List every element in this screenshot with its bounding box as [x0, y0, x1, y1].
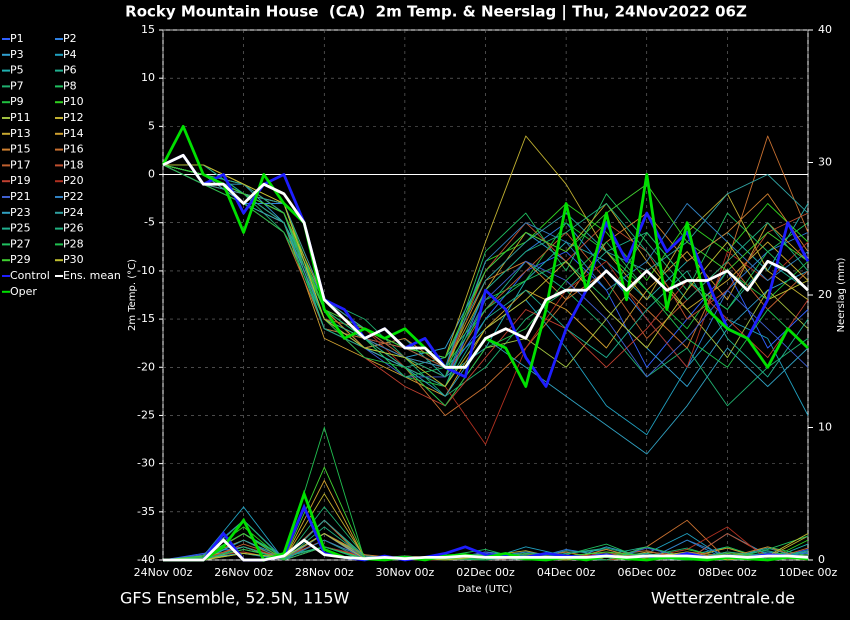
x-tick-label: 08Dec 00z	[698, 566, 757, 579]
legend-label: P30	[63, 253, 84, 266]
source-right: Wetterzentrale.de	[651, 589, 795, 608]
legend-label: Ens. mean	[63, 269, 121, 282]
legend-label: Oper	[10, 285, 37, 298]
temp-line	[162, 164, 809, 407]
x-tick-label: 06Dec 00z	[617, 566, 676, 579]
y-tick-label: -35	[137, 505, 155, 518]
legend-label: P20	[63, 174, 84, 187]
legend-label: P21	[10, 190, 31, 203]
legend-label: P27	[10, 237, 31, 250]
y-tick-label: -10	[137, 264, 155, 277]
y-tick-label: -30	[137, 457, 155, 470]
x-tick-label: 28Nov 00z	[295, 566, 354, 579]
legend-label: P14	[63, 127, 84, 140]
x-tick-label: 30Nov 00z	[376, 566, 435, 579]
y2-tick-label: 30	[818, 156, 832, 169]
legend-label: P2	[63, 32, 77, 45]
precip-line	[163, 538, 809, 562]
x-tick-label: 02Dec 00z	[456, 566, 515, 579]
x-axis-label: Date (UTC)	[458, 584, 513, 595]
y-tick-label: 15	[141, 23, 155, 36]
y-tick-label: -40	[137, 553, 155, 566]
chart-title: Rocky Mountain House (CA) 2m Temp. & Nee…	[125, 3, 747, 22]
temp-line	[162, 164, 809, 359]
legend-label: P28	[63, 237, 84, 250]
y2-tick-label: 10	[818, 421, 832, 434]
y2-tick-label: 40	[818, 23, 832, 36]
y-tick-label: 0	[148, 168, 155, 181]
x-tick-label: 24Nov 00z	[134, 566, 193, 579]
legend-label: P19	[10, 174, 31, 187]
legend-label: P23	[10, 206, 31, 219]
y-tick-label: -15	[137, 312, 155, 325]
legend-label: P10	[63, 95, 84, 108]
temp-line	[162, 164, 809, 387]
temp-line	[162, 153, 809, 369]
temp-line	[162, 153, 810, 388]
y-tick-label: -25	[137, 408, 155, 421]
legend-label: P11	[10, 111, 31, 124]
y2-tick-label: 0	[818, 553, 825, 566]
temp-line	[162, 164, 809, 359]
legend-label: P17	[10, 158, 31, 171]
source-left: GFS Ensemble, 52.5N, 115W	[120, 589, 350, 608]
legend-label: P4	[63, 48, 77, 61]
legend-label: P22	[63, 190, 84, 203]
legend-label: P15	[10, 143, 31, 156]
legend-label: P13	[10, 127, 31, 140]
legend-label: P24	[63, 206, 84, 219]
legend-label: P9	[10, 95, 24, 108]
legend-label: P29	[10, 253, 31, 266]
legend-label: P1	[10, 32, 24, 45]
y-tick-label: 5	[148, 119, 155, 132]
legend-label: P3	[10, 48, 24, 61]
legend-label: P6	[63, 64, 77, 77]
y-axis-label: 2m Temp. (°C)	[127, 259, 138, 331]
y-tick-label: 10	[141, 71, 155, 84]
legend-label: P26	[63, 222, 84, 235]
legend-label: P5	[10, 64, 24, 77]
legend-label: P8	[63, 79, 77, 92]
temp-line	[162, 164, 809, 407]
y-tick-label: -5	[144, 216, 155, 229]
x-tick-label: 04Dec 00z	[537, 566, 596, 579]
legend-label: Control	[10, 269, 50, 282]
x-tick-label: 26Nov 00z	[214, 566, 273, 579]
legend-label: P12	[63, 111, 84, 124]
temp-line	[162, 164, 809, 407]
temp-line	[163, 164, 809, 387]
y2-axis-label: Neerslag (mm)	[836, 257, 847, 332]
legend-label: P25	[10, 222, 31, 235]
legend-label: P16	[63, 143, 84, 156]
legend-label: P7	[10, 79, 24, 92]
y2-tick-label: 20	[818, 288, 832, 301]
x-tick-label: 10Dec 00z	[779, 566, 838, 579]
temp-line	[162, 164, 809, 407]
y-tick-label: -20	[137, 360, 155, 373]
legend-label: P18	[63, 158, 84, 171]
